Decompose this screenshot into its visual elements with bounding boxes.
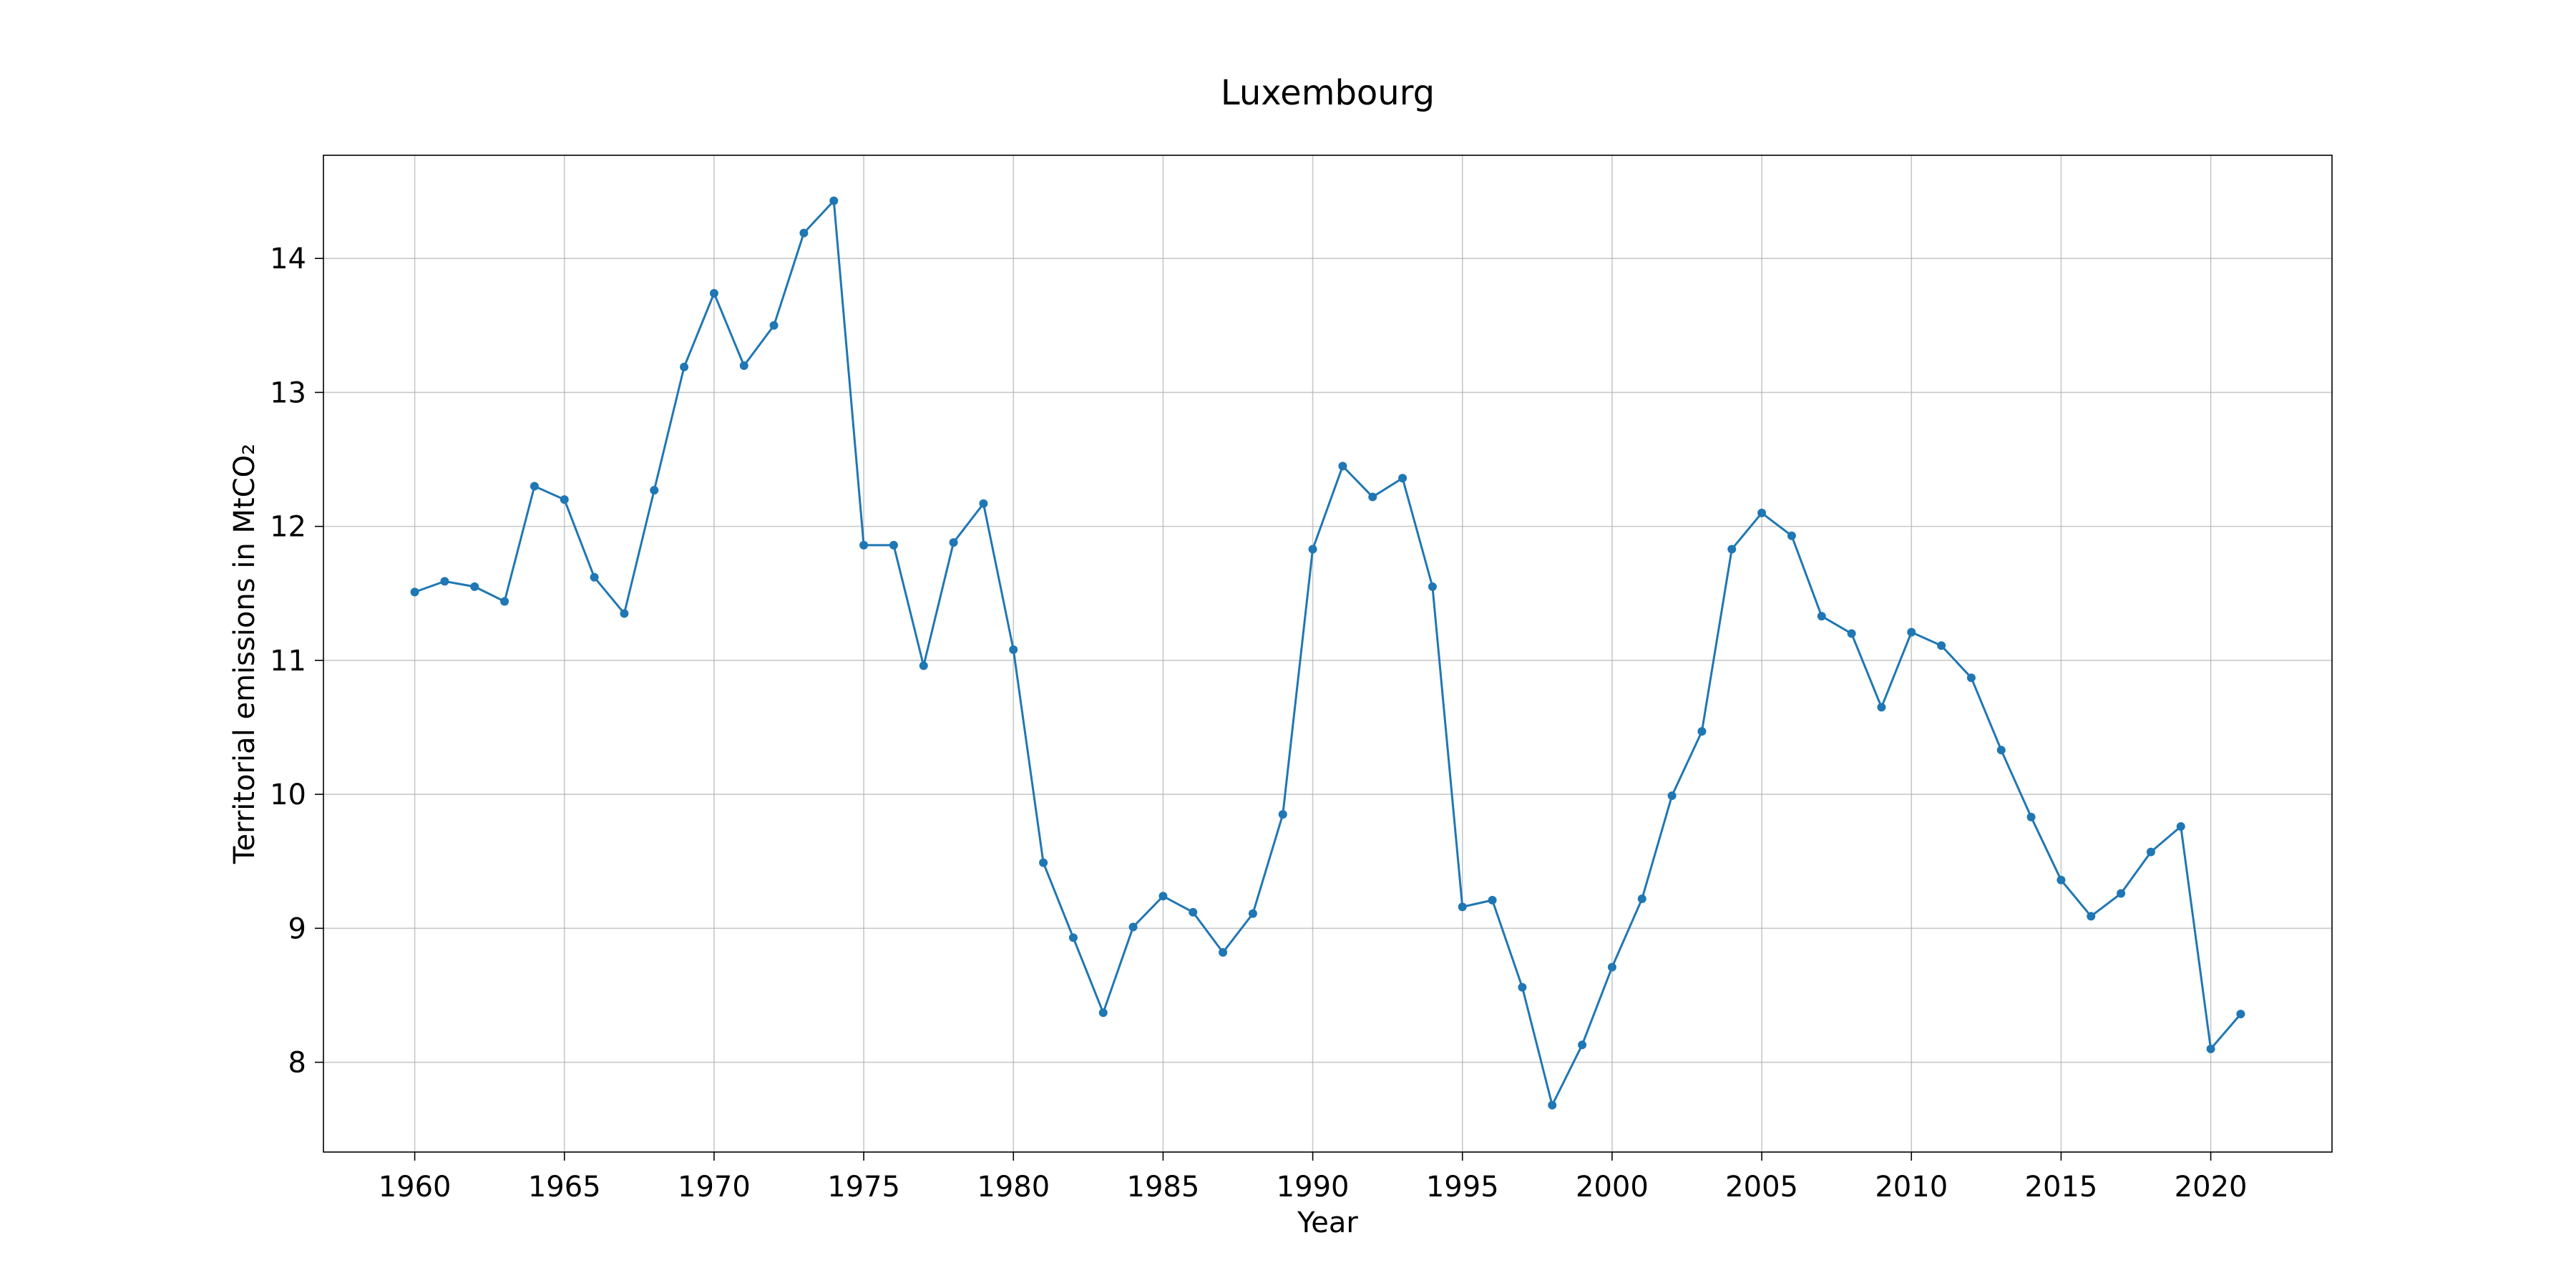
data-point [590, 572, 599, 582]
data-point [2176, 822, 2185, 831]
y-tick-label: 13 [270, 376, 306, 409]
x-tick-label: 2005 [1725, 1171, 1798, 1204]
data-point [949, 538, 958, 547]
data-point [1219, 948, 1228, 957]
x-tick-label: 2000 [1576, 1171, 1649, 1204]
data-point [500, 597, 509, 606]
data-point [1009, 645, 1018, 654]
data-point [1338, 462, 1347, 471]
data-point [1667, 791, 1677, 800]
data-series [410, 196, 2245, 1110]
data-point [1847, 629, 1856, 638]
data-point [1697, 727, 1707, 736]
data-point [2057, 875, 2066, 884]
data-point [620, 609, 629, 618]
x-tick-label: 1960 [379, 1171, 452, 1204]
data-point [1966, 673, 1976, 683]
data-point [1398, 474, 1407, 483]
data-point [1937, 641, 1946, 650]
data-point [440, 577, 449, 586]
data-point [1428, 582, 1437, 591]
chart-title: Luxembourg [1221, 73, 1435, 113]
data-point [1128, 922, 1138, 932]
data-point [1787, 531, 1796, 540]
data-point [1996, 746, 2006, 755]
data-point [1189, 907, 1198, 917]
axis-ticks: 1960 1965 1970 1975 1980 1985 1990 1995 2000 2005… [270, 243, 2247, 1204]
data-point [1578, 1040, 1587, 1050]
data-point [1308, 545, 1317, 554]
x-tick-label: 2015 [2025, 1171, 2098, 1204]
x-tick-label: 1990 [1277, 1171, 1350, 1204]
x-tick-label: 1995 [1426, 1171, 1499, 1204]
data-point [530, 482, 539, 491]
data-point [889, 540, 898, 550]
data-point [2117, 889, 2126, 898]
data-point [2026, 812, 2036, 821]
data-point [1548, 1101, 1557, 1110]
data-point [1637, 894, 1646, 904]
data-point [1068, 933, 1078, 942]
data-point [1278, 810, 1287, 819]
data-point [560, 495, 569, 504]
data-point [1458, 902, 1467, 912]
data-point [680, 362, 689, 371]
data-point [1488, 896, 1497, 905]
grid-lines [323, 155, 2332, 1152]
data-point [829, 196, 839, 205]
y-tick-label: 12 [270, 511, 306, 544]
data-point [2087, 912, 2096, 921]
data-point [1817, 612, 1826, 621]
x-tick-label: 1965 [528, 1171, 601, 1204]
data-point [2236, 1010, 2245, 1019]
y-tick-label: 10 [270, 779, 306, 811]
x-tick-label: 1985 [1127, 1171, 1200, 1204]
data-point [2206, 1044, 2215, 1053]
data-point [769, 321, 779, 330]
data-point [1877, 703, 1886, 712]
x-axis-label: Year [1297, 1206, 1358, 1239]
y-tick-label: 8 [288, 1047, 306, 1080]
data-point [1039, 858, 1048, 867]
data-point [919, 661, 928, 670]
data-point [1158, 892, 1168, 901]
data-point [859, 540, 869, 550]
data-point [1248, 909, 1257, 918]
data-point [410, 587, 419, 597]
data-point [1607, 962, 1616, 972]
data-point [1907, 628, 1916, 637]
data-point [1727, 545, 1737, 554]
y-tick-label: 11 [270, 645, 306, 678]
data-point [1368, 492, 1377, 502]
x-tick-label: 1975 [827, 1171, 900, 1204]
y-tick-label: 9 [288, 912, 306, 945]
data-point [979, 499, 988, 508]
data-point [2146, 847, 2155, 857]
x-tick-label: 1980 [977, 1171, 1050, 1204]
plot-frame [323, 155, 2333, 1153]
y-tick-label: 14 [270, 243, 306, 275]
y-axis-label: Territorial emissions in MtCO₂ [228, 444, 261, 864]
data-point [1098, 1008, 1108, 1018]
data-point [709, 288, 718, 298]
data-point [470, 582, 479, 591]
data-point [739, 361, 748, 370]
data-point [799, 228, 809, 238]
data-point [1757, 508, 1767, 517]
data-point [1518, 982, 1527, 992]
data-point [650, 486, 659, 495]
x-tick-label: 1970 [678, 1171, 751, 1204]
x-tick-label: 2010 [1875, 1171, 1948, 1204]
series-line [414, 200, 2242, 1106]
x-tick-label: 2020 [2175, 1171, 2248, 1204]
